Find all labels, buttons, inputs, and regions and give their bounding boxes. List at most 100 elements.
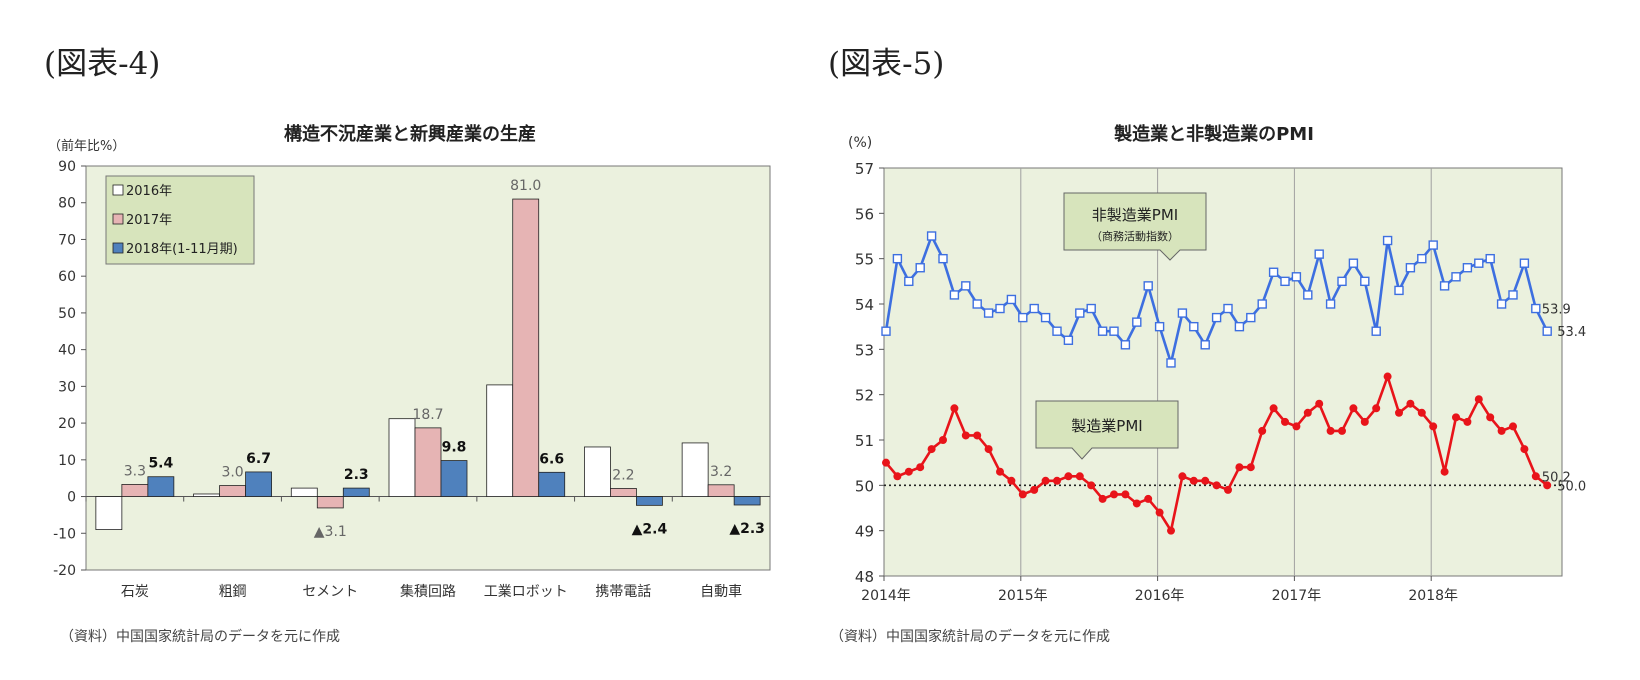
data-point (961, 281, 971, 291)
data-point (1543, 481, 1552, 490)
data-point (1075, 472, 1084, 481)
legend-swatch (112, 184, 124, 196)
data-point (1395, 408, 1403, 417)
data-point (1224, 485, 1232, 494)
data-point (1132, 317, 1142, 327)
x-tick-label: 粗鋼 (219, 584, 247, 600)
data-point (1030, 485, 1039, 494)
data-point (1382, 235, 1393, 246)
y-tick-label: 20 (58, 416, 76, 432)
bar (512, 198, 540, 497)
data-point (1029, 303, 1039, 314)
data-point (1497, 426, 1506, 435)
y-tick-label: 56 (855, 205, 874, 223)
bar (245, 471, 272, 497)
data-point (973, 431, 982, 440)
data-point (1496, 299, 1507, 309)
data-point (1257, 299, 1267, 309)
data-point (1542, 326, 1552, 336)
data-point (927, 445, 936, 454)
y-tick-label: 52 (855, 387, 874, 405)
data-point (1280, 276, 1290, 287)
callout-box (1035, 400, 1179, 460)
data-point (1291, 272, 1302, 282)
x-tick-label: 2015年 (998, 588, 1048, 604)
data-point (1509, 422, 1517, 431)
data-point (1462, 263, 1473, 273)
data-point (1018, 490, 1027, 499)
bar (538, 471, 566, 497)
data-point (1349, 404, 1358, 413)
data-point (1121, 490, 1130, 499)
end-label: 53.4 (1557, 325, 1586, 340)
y-tick-label: 54 (855, 296, 874, 314)
y-tick-label: 40 (58, 343, 76, 359)
legend-box (105, 175, 255, 265)
end-label: 53.9 (1542, 303, 1571, 318)
y-axis-unit-label: （前年比%） (48, 138, 125, 154)
data-point (881, 326, 891, 336)
data-point (1212, 481, 1221, 490)
data-point (939, 436, 947, 444)
figure-4-label: (図表-4) (44, 46, 161, 82)
bar-chart-industry-production: 構造不況産業と新興産業の生産 （前年比%） -20 -10 0 10 20 30 40 50 60 7… (48, 123, 771, 600)
bar (290, 487, 318, 497)
legend-item: 2018年(1-11月期) (126, 242, 238, 257)
data-point (983, 308, 994, 318)
data-point (1007, 476, 1016, 485)
bar (95, 496, 123, 530)
data-point (1155, 508, 1164, 517)
bar (342, 487, 370, 497)
y-tick-label: 80 (58, 196, 76, 212)
data-point (1064, 472, 1073, 481)
data-label: 2.3 (344, 467, 369, 483)
data-point (972, 299, 982, 309)
data-point (1325, 299, 1336, 309)
data-point (1052, 326, 1062, 336)
figure-5-source: （資料）中国国家統計局のデータを元に作成 (830, 629, 1110, 645)
x-tick-label: 2018年 (1408, 588, 1458, 604)
data-point (1177, 308, 1188, 318)
data-point (995, 303, 1005, 314)
x-tick-label: 2017年 (1272, 588, 1322, 604)
data-point (1360, 276, 1370, 287)
data-label: ▲2.4 (632, 521, 668, 537)
data-point (1006, 294, 1017, 305)
data-point (1087, 481, 1096, 490)
data-point (1018, 312, 1028, 323)
data-point (1268, 267, 1279, 277)
data-label: ▲3.1 (314, 524, 347, 540)
data-point (1303, 290, 1313, 300)
bar (636, 496, 663, 506)
x-tick-label: 集積回路 (400, 583, 456, 600)
callout-title: 非製造業PMI (1092, 206, 1178, 224)
data-point (1405, 263, 1416, 273)
bar (147, 476, 175, 497)
data-point (1167, 526, 1175, 535)
data-point (1200, 340, 1210, 350)
legend: 2016年 2017年 2018年(1-11月期) (105, 175, 255, 265)
bar (707, 484, 735, 497)
x-tick-label: セメント (302, 584, 358, 600)
data-point (1269, 404, 1278, 413)
data-point (1429, 422, 1438, 431)
data-point (1451, 272, 1461, 282)
data-point (892, 253, 903, 264)
data-point (1428, 240, 1438, 250)
data-point (984, 445, 993, 454)
x-tick-label: 2014年 (861, 588, 911, 604)
y-tick-label: 51 (855, 432, 874, 450)
data-point (1201, 476, 1210, 485)
data-point (1508, 290, 1518, 300)
bar (733, 496, 761, 506)
data-label: 6.6 (539, 451, 564, 467)
data-point (1383, 372, 1392, 381)
y-tick-label: -20 (53, 563, 76, 579)
callout-box (1063, 192, 1207, 261)
data-point (1053, 476, 1061, 485)
bar (681, 442, 709, 497)
data-point (1063, 335, 1074, 345)
data-label: ▲2.3 (729, 521, 765, 537)
callout-subtitle: （商務活動指数） (1091, 229, 1179, 243)
